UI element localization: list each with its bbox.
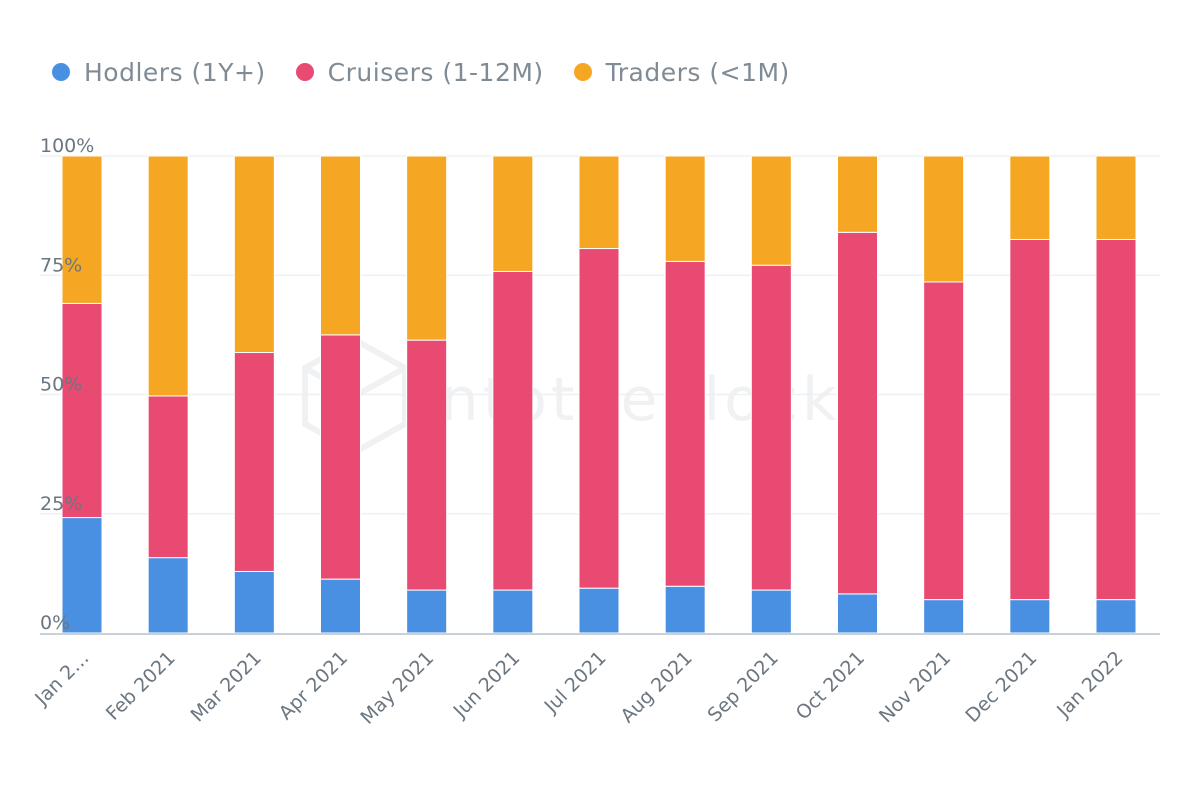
bar-segment-cruisers[interactable] <box>320 334 361 580</box>
bar-segment-cruisers[interactable] <box>1095 238 1137 601</box>
bar-segment-cruisers[interactable] <box>147 395 189 559</box>
x-tick-label: Mar 2021 <box>186 647 265 726</box>
x-tick-label: Apr 2021 <box>275 647 352 724</box>
bar-segment-cruisers[interactable] <box>61 302 103 519</box>
bar-segment-traders[interactable] <box>406 155 448 341</box>
bar-segment-traders[interactable] <box>1095 155 1137 240</box>
bar-segment-traders[interactable] <box>1009 155 1051 240</box>
bar-segment-hodlers[interactable] <box>578 587 620 634</box>
bar-segment-traders[interactable] <box>233 155 275 354</box>
y-tick-label: 25% <box>40 493 82 515</box>
bar-segment-hodlers[interactable] <box>1009 599 1051 634</box>
bar-segment-hodlers[interactable] <box>837 593 878 634</box>
bar-segment-cruisers[interactable] <box>750 264 792 591</box>
bar-segment-traders[interactable] <box>578 155 620 250</box>
chart-legend: Hodlers (1Y+) Cruisers (1-12M) Traders (… <box>52 52 790 92</box>
bar-segment-hodlers[interactable] <box>750 589 792 634</box>
bar-segment-hodlers[interactable] <box>147 557 189 634</box>
x-tick-label: Nov 2021 <box>875 647 955 727</box>
legend-item-hodlers[interactable]: Hodlers (1Y+) <box>52 58 266 87</box>
bar-segment-traders[interactable] <box>492 155 534 272</box>
bar-segment-hodlers[interactable] <box>320 578 361 634</box>
legend-item-cruisers[interactable]: Cruisers (1-12M) <box>295 57 544 87</box>
bar-segment-traders[interactable] <box>320 155 361 336</box>
x-tick-label: Jan 2022 <box>1052 647 1127 722</box>
y-tick-label: 0% <box>40 612 70 634</box>
x-tick-label: Jul 2021 <box>540 647 611 718</box>
bar-segment-cruisers[interactable] <box>492 270 534 591</box>
bar-segment-hodlers[interactable] <box>406 589 448 634</box>
legend-label: Cruisers (1-12M) <box>327 57 544 87</box>
x-tick-label: Feb 2021 <box>102 647 180 725</box>
bar-segment-cruisers[interactable] <box>664 260 706 587</box>
bars-group <box>61 155 1137 634</box>
y-tick-label: 75% <box>40 254 82 276</box>
x-tick-label: Oct 2021 <box>792 647 869 724</box>
x-tick-label: Dec 2021 <box>961 647 1041 727</box>
bar-segment-cruisers[interactable] <box>923 281 965 601</box>
x-tick-label: Jun 2021 <box>449 647 525 723</box>
y-tick-label: 100% <box>40 135 94 157</box>
legend-label: Traders (<1M) <box>605 57 790 87</box>
bar-segment-cruisers[interactable] <box>1009 238 1051 601</box>
legend-dot-icon <box>573 63 592 81</box>
x-tick-label: Sep 2021 <box>704 647 783 726</box>
y-tick-label: 50% <box>40 374 82 396</box>
bar-segment-traders[interactable] <box>750 155 792 266</box>
bar-segment-hodlers[interactable] <box>492 589 534 634</box>
bar-segment-hodlers[interactable] <box>923 599 965 634</box>
bar-segment-hodlers[interactable] <box>61 517 103 634</box>
bar-segment-cruisers[interactable] <box>406 339 448 591</box>
bar-segment-traders[interactable] <box>923 155 965 283</box>
bar-segment-cruisers[interactable] <box>837 231 878 595</box>
bar-segment-cruisers[interactable] <box>578 248 620 589</box>
legend-dot-icon <box>295 63 314 81</box>
x-axis-ticks: Jan 2… Feb 2021 Mar 2021 Apr 2021 May 2021 Ju… <box>30 647 1127 729</box>
bar-segment-traders[interactable] <box>837 155 878 233</box>
legend-item-traders[interactable]: Traders (<1M) <box>573 57 790 87</box>
x-tick-label: Aug 2021 <box>616 647 696 727</box>
bar-segment-cruisers[interactable] <box>233 352 275 572</box>
x-tick-label: Jan 2… <box>30 647 93 710</box>
y-axis-ticks: 0% 25% 50% 75% 100% <box>40 135 94 634</box>
bar-segment-traders[interactable] <box>61 155 103 304</box>
legend-label: Hodlers (1Y+) <box>84 57 266 87</box>
bar-segment-hodlers[interactable] <box>1095 599 1137 634</box>
bar-segment-traders[interactable] <box>664 155 706 262</box>
bar-segment-hodlers[interactable] <box>664 585 706 634</box>
bar-segment-traders[interactable] <box>147 155 189 397</box>
bar-segment-hodlers[interactable] <box>233 570 275 634</box>
x-tick-label: May 2021 <box>356 647 438 729</box>
legend-dot-icon <box>52 63 70 81</box>
